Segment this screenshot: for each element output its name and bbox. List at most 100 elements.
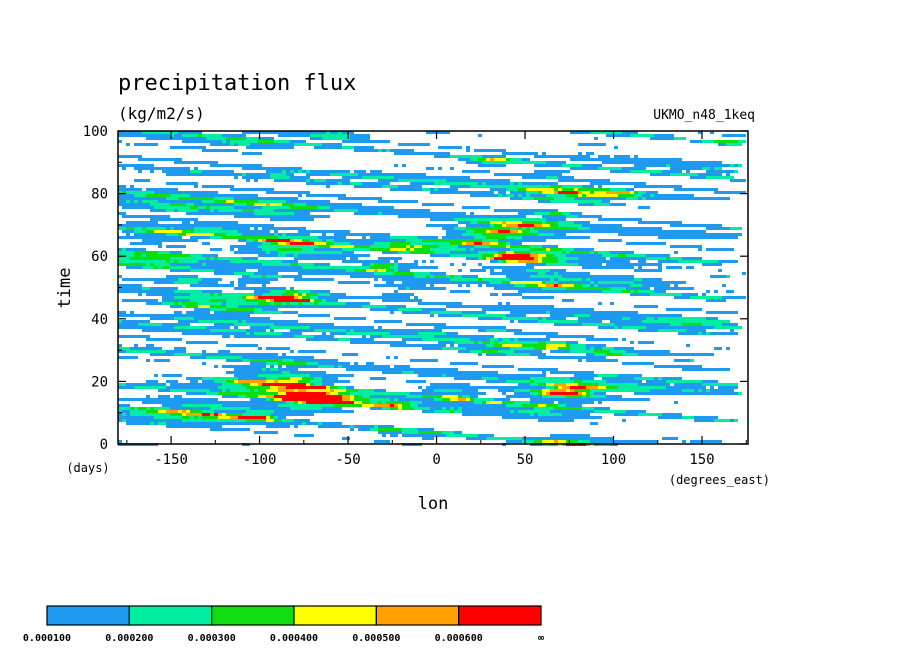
field-cell <box>450 398 458 401</box>
field-cell <box>342 437 350 440</box>
y-tick-label: 60 <box>91 249 108 265</box>
field-cell <box>498 302 502 305</box>
y-axis-units: (days) <box>66 461 109 475</box>
field-cell <box>682 368 730 371</box>
field-cell <box>586 278 590 281</box>
field-cell <box>522 221 542 224</box>
field-cell <box>590 389 650 392</box>
field-cell <box>182 140 222 143</box>
field-cell <box>394 260 398 263</box>
field-cell <box>486 230 490 233</box>
field-cell <box>578 257 606 260</box>
field-cell <box>582 284 590 287</box>
field-cell <box>422 401 474 404</box>
field-cell <box>202 149 238 152</box>
field-cell <box>582 407 594 410</box>
field-cell <box>634 278 642 281</box>
field-cell <box>662 437 678 440</box>
field-cell <box>510 191 526 194</box>
field-cell <box>510 182 514 185</box>
field-cell <box>522 236 590 239</box>
field-cell <box>630 284 642 287</box>
field-cell <box>526 227 530 230</box>
field-cell <box>210 236 222 239</box>
field-cell <box>150 407 154 410</box>
field-cell <box>626 242 666 245</box>
field-cell <box>398 287 406 290</box>
field-cell <box>478 434 494 437</box>
field-cell <box>514 194 518 197</box>
field-cell <box>630 290 634 293</box>
field-cell <box>522 440 534 443</box>
field-cell <box>362 404 374 407</box>
field-cell <box>250 275 262 278</box>
field-cell <box>470 338 490 341</box>
field-cell <box>518 188 526 191</box>
field-cell <box>282 233 286 236</box>
field-cell <box>354 146 374 149</box>
field-cell <box>570 386 586 389</box>
field-cell <box>534 413 538 416</box>
field-cell <box>170 383 222 386</box>
field-cell <box>258 347 262 350</box>
field-cell <box>242 257 258 260</box>
field-cell <box>210 428 250 431</box>
field-cell <box>406 395 422 398</box>
field-cell <box>526 284 538 287</box>
field-cell <box>650 389 682 392</box>
field-cell <box>202 170 234 173</box>
field-cell <box>538 317 542 320</box>
field-cell <box>290 371 326 374</box>
field-cell <box>566 251 570 254</box>
field-cell <box>254 272 278 275</box>
field-cell <box>498 389 514 392</box>
field-cell <box>138 323 162 326</box>
colorbar: 0.000100 0.000200 0.000300 0.000400 0.000500… <box>23 605 544 644</box>
field-cell <box>266 380 274 383</box>
field-cell <box>154 206 190 209</box>
field-cell <box>214 269 246 272</box>
field-cell <box>518 212 534 215</box>
field-cell <box>118 347 130 350</box>
field-cell <box>186 305 198 308</box>
field-cell <box>598 386 606 389</box>
field-cell <box>546 311 550 314</box>
field-cell <box>314 383 322 386</box>
field-cell <box>450 407 454 410</box>
field-cell <box>342 398 350 401</box>
field-cell <box>238 320 242 323</box>
field-cell <box>314 329 346 332</box>
field-cell <box>342 395 350 398</box>
colorbar-label: 0.000600 <box>435 633 483 644</box>
field-cell <box>586 344 606 347</box>
field-cell <box>126 422 150 425</box>
field-cell <box>170 389 210 392</box>
field-cell <box>422 260 426 263</box>
field-cell <box>314 299 322 302</box>
field-cell <box>590 281 594 284</box>
field-cell <box>286 233 310 236</box>
field-cell <box>246 320 298 323</box>
field-cell <box>430 272 446 275</box>
field-cell <box>542 281 546 284</box>
field-cell <box>354 425 374 428</box>
field-cell <box>346 386 354 389</box>
field-cell <box>514 251 530 254</box>
field-cell <box>706 311 738 314</box>
field-cell <box>594 407 610 410</box>
field-cell <box>382 434 386 437</box>
field-cell <box>434 182 478 185</box>
field-cell <box>466 230 474 233</box>
field-cell <box>118 419 122 422</box>
field-cell <box>278 404 334 407</box>
field-cell <box>122 320 150 323</box>
field-cell <box>470 194 498 197</box>
field-cell <box>582 191 590 194</box>
field-cell <box>578 203 594 206</box>
field-cell <box>538 200 550 203</box>
field-cell <box>298 380 310 383</box>
field-cell <box>702 263 722 266</box>
field-cell <box>442 407 446 410</box>
field-cell <box>410 404 418 407</box>
field-cell <box>666 266 682 269</box>
